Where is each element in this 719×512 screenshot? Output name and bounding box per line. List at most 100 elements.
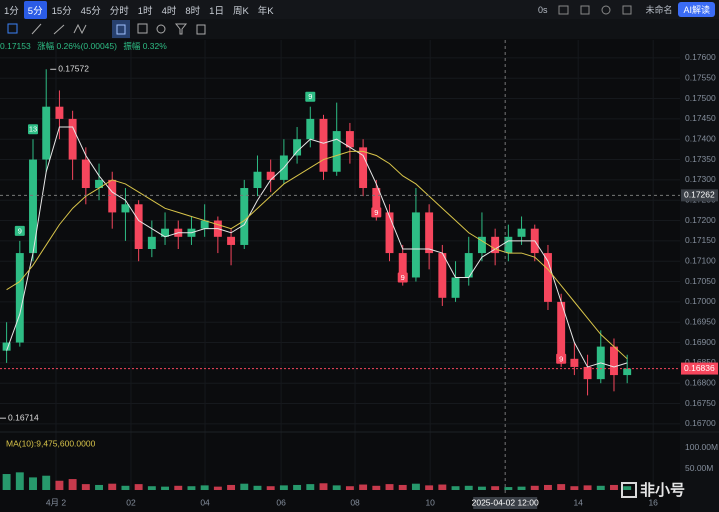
volume-bar — [530, 485, 539, 490]
y-tick-label: 0.17500 — [685, 93, 716, 103]
last-price-label: 0.16836 — [684, 363, 715, 373]
volume-bar — [161, 486, 170, 490]
icon[interactable] — [7, 23, 18, 34]
candle-body — [55, 106, 64, 119]
candle-body — [544, 253, 552, 302]
y-tick-label: 0.17300 — [685, 174, 716, 184]
volume-bar — [187, 486, 196, 490]
candle-body — [134, 204, 143, 250]
timeframe[interactable]: 1时 — [137, 5, 153, 17]
y-tick-label: 0.16750 — [685, 398, 716, 408]
volume-bar — [147, 486, 156, 490]
volume-bar — [55, 480, 64, 490]
change: 涨幅 0.26%(0.00045) — [37, 41, 117, 51]
icon[interactable] — [31, 23, 42, 35]
volume-bar — [108, 483, 117, 490]
layout-name[interactable]: 未命名 — [645, 5, 673, 15]
volume-bar — [15, 472, 24, 490]
timeframe[interactable]: 1日 — [209, 5, 224, 17]
timeframe[interactable]: 45分 — [80, 5, 101, 17]
icon[interactable] — [174, 23, 188, 35]
y-tick-label: 0.16700 — [685, 418, 716, 428]
volume-bar — [319, 483, 328, 490]
icon[interactable] — [558, 5, 569, 14]
x-tick-label: 04 — [200, 497, 210, 507]
y-tick-label: 0.17450 — [685, 113, 716, 123]
crosshair-y-label: 0.17262 — [684, 190, 715, 200]
candle-body — [345, 131, 354, 148]
icon[interactable] — [196, 24, 206, 35]
price-info: 0.17153 涨幅 0.26%(0.00045) 振幅 0.32% — [0, 40, 171, 52]
x-tick-label: 14 — [573, 497, 583, 507]
price: 0.17153 — [0, 41, 31, 51]
td-marker-bg — [397, 272, 408, 283]
td-marker-bg — [305, 91, 316, 102]
icon[interactable] — [116, 24, 126, 35]
volume-bar — [279, 485, 288, 490]
timeframe[interactable]: 8时 — [185, 5, 201, 17]
y-tick-label: 0.16900 — [685, 337, 716, 347]
candle-body — [306, 118, 315, 140]
candle-body — [2, 342, 11, 351]
volume-bar — [477, 486, 486, 490]
candle-body — [200, 220, 209, 229]
timeframe[interactable]: 年K — [257, 5, 274, 17]
timeframe[interactable]: 周K — [232, 5, 249, 17]
timeframe[interactable]: 1分 — [4, 5, 19, 17]
y-tick-label: 0.17350 — [685, 154, 716, 164]
crosshair-y-box — [681, 189, 718, 202]
td-marker-bg — [556, 353, 567, 364]
candle-body — [411, 212, 420, 278]
icon[interactable] — [137, 23, 148, 34]
candle-body — [121, 204, 130, 213]
drawing-toolbar — [0, 19, 719, 39]
icons — [558, 5, 632, 14]
volume-bar — [438, 484, 447, 490]
td-marker-bg — [28, 124, 39, 135]
candle-body — [372, 188, 381, 213]
candle-body — [240, 188, 249, 245]
candle-body — [398, 253, 407, 278]
icon[interactable] — [601, 5, 611, 14]
candle-body — [623, 368, 632, 376]
icon[interactable] — [53, 24, 65, 35]
volume-bar — [134, 484, 143, 490]
volume-tick-label: 100.00M — [685, 442, 718, 452]
volume-bar — [240, 483, 249, 490]
volume-bar — [583, 485, 592, 490]
x-tick-label: 16 — [648, 497, 658, 507]
icon[interactable] — [622, 5, 632, 14]
ai-button[interactable]: AI解读 — [678, 2, 715, 17]
icon[interactable] — [580, 5, 590, 14]
ma-line — [6, 150, 628, 360]
y-tick-label: 0.16800 — [685, 377, 716, 387]
timeframe[interactable]: 5分 — [23, 0, 47, 19]
last-price-box — [681, 362, 718, 375]
candle-body — [464, 253, 473, 278]
icon[interactable] — [156, 24, 166, 34]
volume-bar — [42, 475, 51, 490]
candle-body — [15, 253, 24, 343]
volume-bar — [623, 486, 632, 490]
timeframe[interactable]: 15分 — [51, 5, 72, 17]
timeframe[interactable]: 分时 — [109, 5, 129, 17]
td-marker: 9 — [401, 273, 405, 282]
candle-body — [319, 118, 328, 172]
volume-bar — [464, 485, 473, 490]
candle-body — [29, 159, 37, 254]
td-marker-bg — [371, 207, 382, 218]
volume-bar — [332, 485, 341, 490]
timeframe[interactable]: 4时 — [161, 5, 177, 17]
icon[interactable] — [73, 23, 87, 35]
td-marker: 9 — [18, 226, 22, 235]
x-tick-label: 10 — [425, 497, 435, 507]
watermark-logo — [621, 482, 637, 498]
volume-bar — [81, 484, 90, 490]
candle-body — [557, 301, 566, 359]
volume-bar — [2, 474, 11, 490]
y-tick-label: 0.17600 — [685, 52, 716, 62]
volume-bar — [306, 484, 315, 490]
volume-ma-label: MA(10):9,475,600.0000 — [6, 438, 96, 448]
volume-bar — [213, 486, 222, 490]
